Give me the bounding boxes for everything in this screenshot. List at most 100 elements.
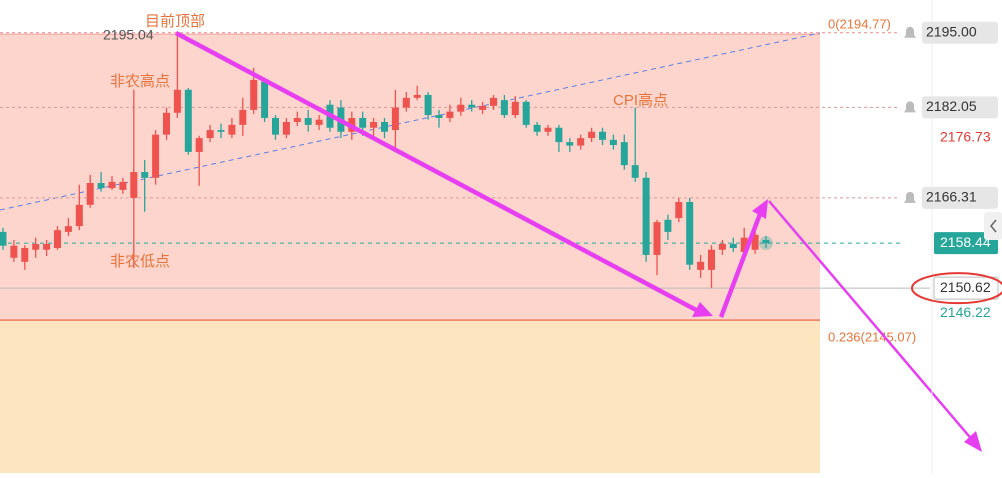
- candle-body: [413, 94, 421, 98]
- candle-body: [173, 89, 181, 113]
- candle-body: [675, 201, 683, 219]
- candle-body: [272, 117, 279, 135]
- candle-body: [293, 117, 301, 122]
- collapse-button[interactable]: [984, 212, 1002, 240]
- arrow-head: [692, 302, 713, 317]
- candle-body: [631, 165, 639, 178]
- price-label: 2176.73: [940, 129, 991, 145]
- price-label: 2166.31: [926, 189, 977, 205]
- candle-body: [228, 124, 236, 135]
- candle-body: [261, 81, 269, 118]
- candle-body: [32, 243, 40, 250]
- annotation: 非农低点: [110, 253, 170, 270]
- candle-body: [446, 111, 454, 118]
- candle-body: [43, 243, 51, 250]
- candle-body: [86, 182, 94, 205]
- candle-body: [686, 201, 694, 265]
- candle-body: [435, 115, 443, 118]
- candle-body: [609, 139, 617, 146]
- arrow-shaft: [175, 31, 699, 313]
- candle-body: [718, 243, 726, 250]
- arrow-shaft: [768, 200, 975, 443]
- candle-body: [577, 138, 585, 146]
- price-tag: [922, 21, 998, 44]
- candle-body: [184, 89, 192, 152]
- annotation: 目前顶部: [145, 13, 205, 30]
- candle-body: [75, 204, 83, 227]
- alert-icon: [904, 101, 916, 113]
- candle-body: [566, 142, 574, 146]
- candle-body: [108, 181, 116, 189]
- candle-body: [762, 239, 770, 244]
- alert-icon: [904, 191, 916, 203]
- candle-body: [250, 79, 258, 110]
- arrow-head: [964, 431, 982, 452]
- candle-body: [54, 230, 61, 249]
- annotation: 非农高点: [110, 73, 170, 90]
- candle-body: [0, 231, 7, 246]
- candle-body: [239, 109, 247, 125]
- candle-body: [304, 117, 312, 125]
- candle-body: [533, 124, 541, 132]
- candle-body: [206, 130, 214, 139]
- fib-label: 0.236(2145.07): [828, 330, 916, 345]
- candle-body: [751, 234, 759, 250]
- candle-body: [21, 248, 29, 262]
- candle-body: [653, 222, 661, 255]
- candle-body: [544, 127, 552, 132]
- candle-body: [664, 219, 672, 232]
- candle-body: [282, 121, 290, 135]
- price-label: 2146.22: [940, 304, 991, 320]
- candle-body: [195, 138, 203, 152]
- collapse-icon: [990, 219, 997, 233]
- price-tag: [934, 232, 998, 255]
- price-label: 2150.62: [940, 279, 991, 295]
- candle-body: [370, 121, 378, 128]
- price-label: 2158.44: [940, 234, 991, 250]
- candle-body: [555, 127, 563, 143]
- candle-body: [457, 104, 465, 112]
- arrow-head: [752, 199, 768, 219]
- candle-body: [588, 131, 596, 139]
- arrow-shaft: [719, 213, 762, 318]
- high-label: 2195.04: [103, 27, 154, 43]
- candle-body: [217, 130, 225, 132]
- price-label: 2182.05: [926, 98, 977, 114]
- candle-body: [163, 112, 170, 135]
- candle-body: [490, 97, 497, 106]
- price-axis: 2195.00 2182.05 2176.73 2166.31 2158.44 2150.…: [904, 21, 1002, 320]
- alert-icon: [904, 26, 916, 38]
- price-tag: [933, 276, 999, 300]
- candle-body: [729, 243, 737, 249]
- zones: 0(2194.77) 0.236(2145.07): [0, 17, 916, 473]
- candle-body: [468, 104, 476, 108]
- candle-body: [402, 97, 410, 108]
- candle-body: [359, 117, 367, 128]
- candle-body: [152, 134, 160, 178]
- candle-body: [708, 249, 715, 270]
- candle-body: [740, 237, 748, 253]
- highlight-ring: [911, 272, 1002, 305]
- candle-body: [599, 131, 606, 140]
- candle-body: [500, 100, 508, 116]
- candle-body: [697, 261, 705, 270]
- candle-body: [130, 172, 138, 198]
- candle-body: [141, 172, 149, 178]
- candle-body: [479, 105, 487, 110]
- candle-body: [424, 94, 432, 116]
- last-price-glow: [759, 236, 773, 251]
- price-label: 2195.00: [926, 24, 977, 40]
- arrows: [175, 31, 982, 452]
- candle-body: [620, 142, 628, 166]
- candle-body: [10, 245, 18, 258]
- candle-body: [97, 182, 105, 189]
- fib-label: 0(2194.77): [828, 17, 891, 32]
- candle-body: [511, 101, 519, 116]
- fib-zone: [0, 320, 820, 473]
- candle-body: [64, 226, 72, 232]
- candle-body: [522, 101, 530, 125]
- candle-body: [381, 121, 388, 132]
